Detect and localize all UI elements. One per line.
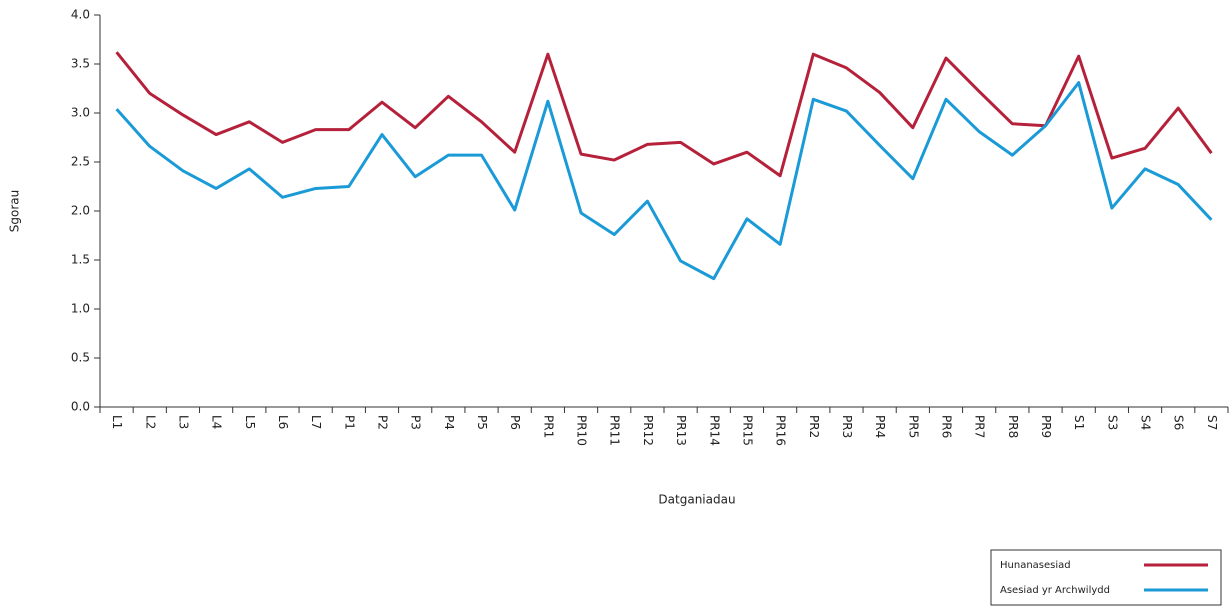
y-tick-label: 1.0	[71, 302, 90, 316]
y-axis-title: Sgorau	[8, 190, 22, 232]
x-tick-label: L2	[143, 415, 157, 429]
x-tick-label: S1	[1072, 415, 1086, 430]
x-tick-label: S3	[1105, 415, 1119, 430]
y-tick-label: 0.0	[71, 400, 90, 414]
x-tick-label: PR14	[707, 415, 721, 446]
x-tick-label: L7	[309, 415, 323, 429]
x-tick-label: L1	[110, 415, 124, 429]
x-axis-title: Datganiadau	[658, 493, 735, 507]
x-tick-label: PR11	[608, 415, 622, 446]
x-tick-label: S6	[1172, 415, 1186, 430]
y-tick-label: 3.0	[71, 106, 90, 120]
y-tick-label: 2.5	[71, 155, 90, 169]
x-tick-label: PR9	[1039, 415, 1053, 438]
x-tick-label: P5	[475, 415, 489, 430]
x-tick-label: PR5	[906, 415, 920, 438]
series-line	[115, 51, 1213, 178]
y-tick-label: 3.5	[71, 57, 90, 71]
legend-box	[990, 549, 1222, 606]
x-tick-label: PR6	[940, 415, 954, 438]
x-tick-label: PR12	[641, 415, 655, 446]
legend-label: Hunanasesiad	[1000, 560, 1071, 571]
x-tick-label: P3	[409, 415, 423, 430]
x-tick-label: PR2	[807, 415, 821, 438]
x-tick-label: PR8	[1006, 415, 1020, 438]
series-line	[115, 81, 1213, 281]
x-tick-label: L5	[243, 415, 257, 429]
x-tick-label: PR16	[774, 415, 788, 446]
x-tick-label: P1	[342, 415, 356, 430]
x-tick-label: PR7	[973, 415, 987, 438]
x-tick-label: L3	[176, 415, 190, 429]
x-tick-label: PR13	[674, 415, 688, 446]
x-tick-label: L4	[210, 415, 224, 429]
x-tick-label: PR3	[840, 415, 854, 438]
x-tick-label: PR15	[740, 415, 754, 446]
y-tick-label: 1.5	[71, 253, 90, 267]
legend-label: Asesiad yr Archwilydd	[1000, 585, 1110, 596]
x-tick-label: PR10	[575, 415, 589, 446]
x-tick-label: PR1	[541, 415, 555, 438]
x-tick-label: P2	[376, 415, 390, 430]
x-tick-label: P4	[442, 415, 456, 430]
x-tick-label: S7	[1205, 415, 1219, 430]
x-tick-label: P6	[508, 415, 522, 430]
y-tick-label: 4.0	[71, 8, 90, 22]
x-tick-label: S4	[1139, 415, 1153, 430]
x-tick-label: L6	[276, 415, 290, 429]
y-tick-label: 0.5	[71, 351, 90, 365]
y-tick-label: 2.0	[71, 204, 90, 218]
x-tick-label: PR4	[873, 415, 887, 438]
